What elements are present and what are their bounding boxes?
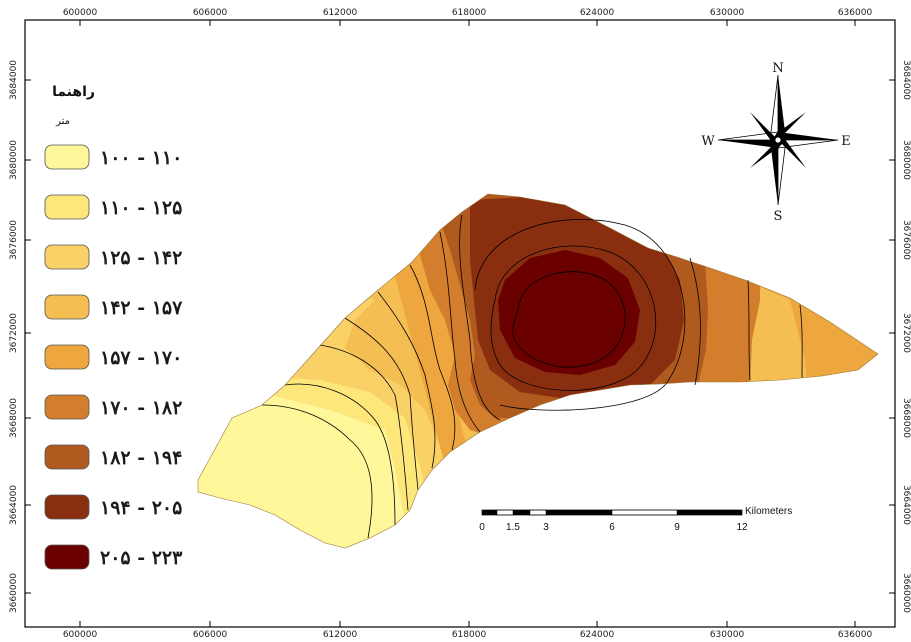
legend-swatch (44, 294, 90, 320)
contour-line (409, 264, 456, 451)
y-tick-label: 3680000 (9, 140, 19, 180)
legend-swatch (44, 344, 90, 370)
compass-s-label: S (774, 209, 783, 224)
legend-label: ۱۸۲ - ۱۹۴ (100, 447, 182, 469)
legend-label: ۱۷۰ - ۱۸۲ (100, 397, 182, 419)
contour-line (439, 231, 481, 433)
x-tick-label: 636000 (838, 8, 873, 18)
scale-bar: 0 1.5 3 6 9 12 Kilometers (479, 506, 792, 533)
legend-label: ۱۰۰ - ۱۱۰ (100, 147, 182, 169)
contour-line (284, 383, 396, 526)
x-tick-label: 630000 (710, 630, 745, 640)
legend-label: ۱۲۵ - ۱۴۲ (100, 247, 182, 269)
x-tick-label: 600000 (63, 8, 98, 18)
x-tick-label: 612000 (323, 630, 358, 640)
contour-line (377, 291, 436, 469)
contour-line (474, 219, 686, 411)
y-tick-label: 3684000 (901, 60, 911, 100)
scale-label: 12 (736, 522, 748, 533)
legend-swatch (44, 244, 90, 270)
legend-swatch (44, 494, 90, 520)
legend-subtitle: متر (55, 116, 70, 127)
y-axis-right: 3684000 3680000 3676000 3672000 3668000 36640… (889, 60, 911, 613)
legend-label: ۱۹۴ - ۲۰۵ (100, 497, 182, 519)
contour-line (747, 279, 751, 381)
scale-label: 9 (674, 522, 680, 533)
legend-title: راهنما (52, 84, 95, 100)
contour-line (511, 271, 626, 368)
compass-n-label: N (772, 61, 783, 76)
compass-w-label: W (701, 134, 715, 149)
legend-swatch (44, 144, 90, 170)
y-tick-label: 3680000 (901, 140, 911, 180)
legend-label: ۱۵۷ - ۱۷۰ (100, 347, 182, 369)
scale-label: 6 (609, 522, 615, 533)
legend-swatch (44, 544, 90, 570)
contour-line (319, 344, 409, 511)
x-tick-label: 606000 (193, 8, 228, 18)
compass-e-label: E (841, 134, 851, 149)
x-tick-label: 636000 (838, 630, 873, 640)
x-tick-label: 630000 (710, 8, 745, 18)
contour-lines (261, 214, 803, 539)
y-tick-label: 3660000 (901, 573, 911, 613)
x-tick-label: 624000 (580, 8, 615, 18)
scale-label: 3 (543, 522, 549, 533)
legend-swatch (44, 194, 90, 220)
y-tick-label: 3672000 (9, 313, 19, 353)
contour-line (459, 214, 501, 421)
legend: راهنما متر ۱۰۰ - ۱۱۰ ۱۱۰ - ۱۲۵ ۱۲۵ - ۱۴۲ ۱۴… (44, 84, 183, 570)
y-tick-label: 3664000 (901, 485, 911, 525)
y-axis-left: 3684000 3680000 3676000 3672000 3668000 36640… (9, 60, 31, 613)
y-tick-label: 3668000 (901, 398, 911, 438)
legend-label: ۱۴۲ - ۱۵۷ (100, 297, 183, 319)
scale-label: 1.5 (506, 522, 520, 533)
y-tick-label: 3676000 (901, 220, 911, 260)
contour-line (689, 257, 701, 386)
x-tick-label: 618000 (452, 630, 487, 640)
y-tick-label: 3676000 (9, 220, 19, 260)
y-tick-label: 3668000 (9, 398, 19, 438)
y-tick-label: 3664000 (9, 485, 19, 525)
study-area-outline (197, 193, 879, 549)
north-arrow: N S E W (701, 61, 850, 224)
y-tick-label: 3660000 (9, 573, 19, 613)
contour-line (490, 245, 656, 391)
x-tick-label: 624000 (580, 630, 615, 640)
x-tick-label: 618000 (452, 8, 487, 18)
contour-line (344, 317, 419, 491)
y-tick-label: 3684000 (9, 60, 19, 100)
contour-line (799, 304, 803, 379)
x-tick-label: 600000 (63, 630, 98, 640)
x-tick-label: 612000 (323, 8, 358, 18)
legend-swatch (44, 394, 90, 420)
legend-swatch (44, 444, 90, 470)
contour-line (261, 404, 373, 539)
scale-unit: Kilometers (745, 506, 792, 517)
x-tick-label: 606000 (193, 630, 228, 640)
legend-label: ۱۱۰ - ۱۲۵ (100, 197, 182, 219)
x-axis-top: 600000 606000 612000 618000 624000 630000 6360… (63, 8, 873, 26)
y-tick-label: 3672000 (901, 313, 911, 353)
scale-label: 0 (479, 522, 485, 533)
zone-205-223 (498, 250, 640, 375)
legend-label: ۲۰۵ - ۲۲۳ (100, 547, 183, 569)
x-axis-bottom: 600000 606000 612000 618000 624000 630000 6360… (63, 621, 873, 640)
